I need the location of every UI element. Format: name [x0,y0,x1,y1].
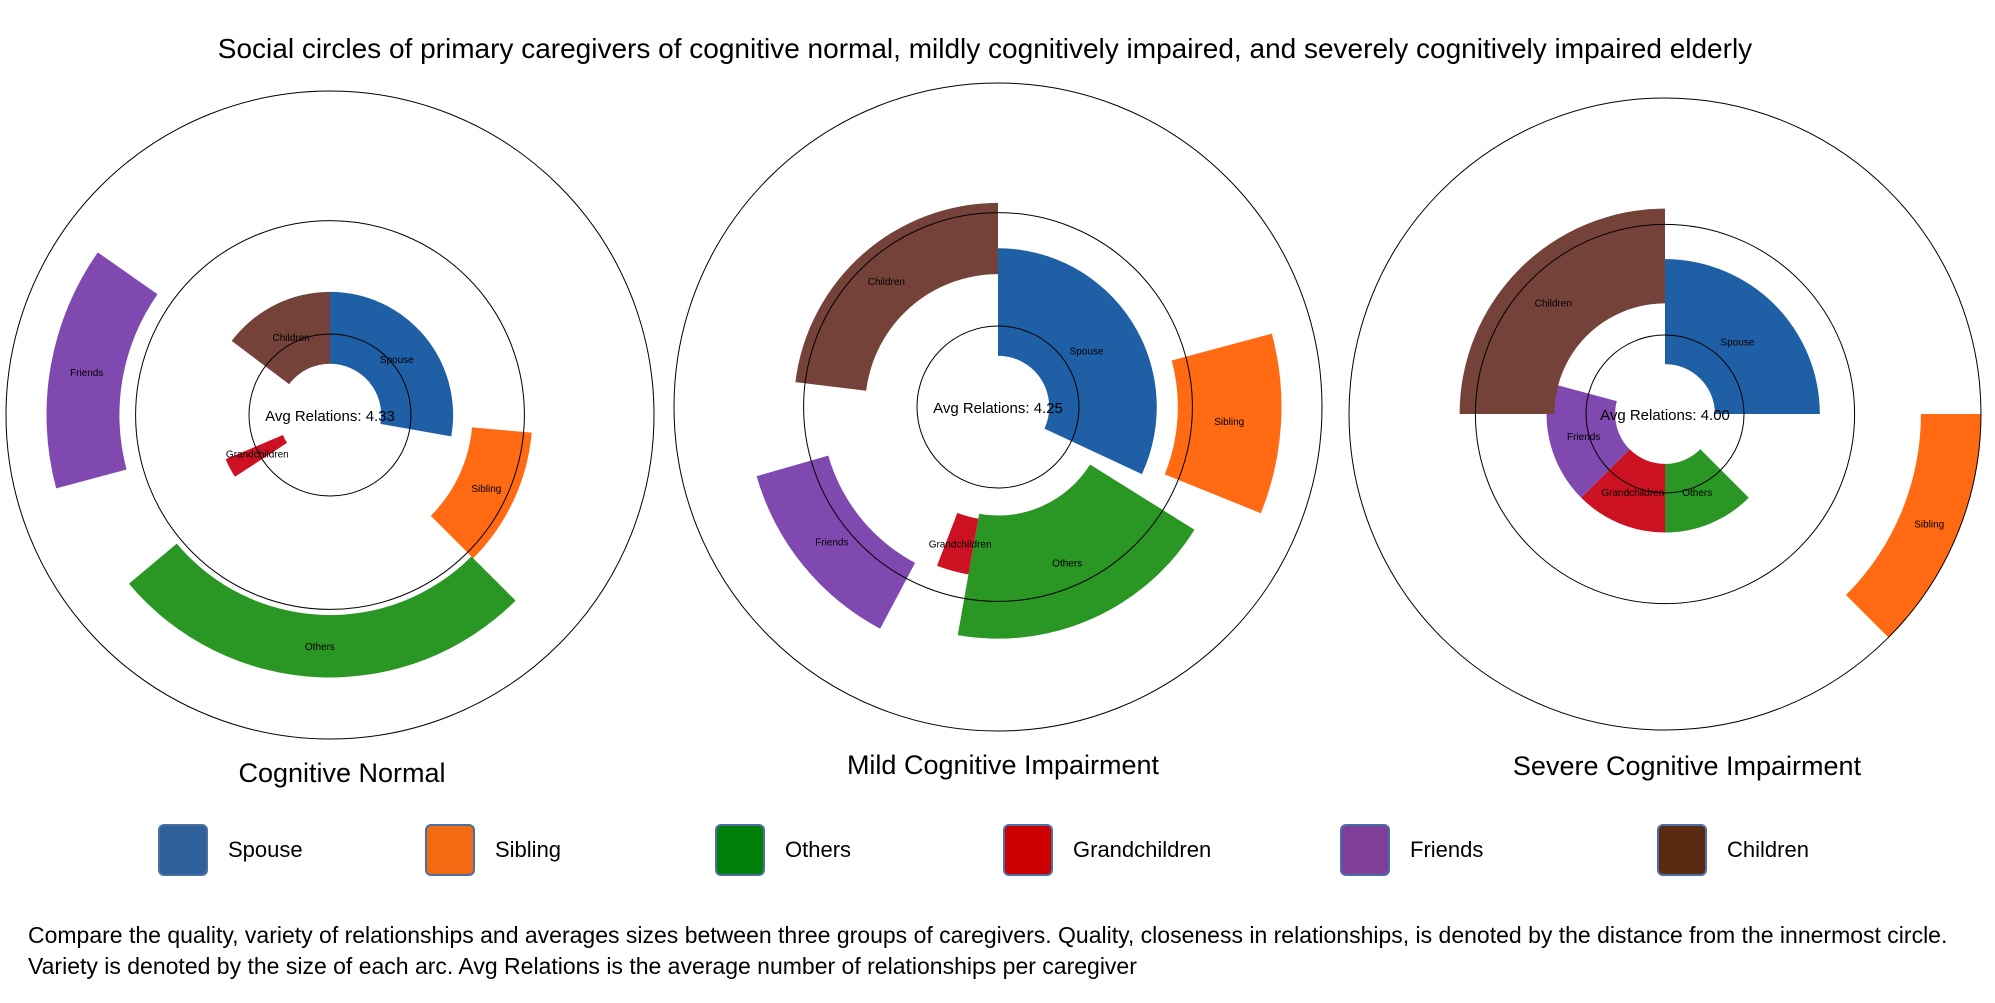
legend-label-spouse: Spouse [228,837,303,862]
legend-item-friends: Friends [1340,820,1483,880]
arc-grandchildren [225,435,288,477]
arc-sibling [1164,333,1282,514]
legend-swatch-others [715,824,765,876]
arc-children [1459,208,1665,414]
legend-label-friends: Friends [1410,837,1484,862]
arc-label-grandchildren: Grandchildren [226,450,289,461]
arc-label-others: Others [1682,488,1712,499]
chart-cognitive-normal: Spouse Sibling Others Grandchildren Friends C… [5,90,655,788]
legend-swatch-children [1657,824,1707,876]
legend-swatch-spouse [158,824,208,876]
legend: Spouse Sibling Others Grandchildren Frie… [0,820,1995,880]
avg-relations-label: Avg Relations: 4.00 [1600,407,1730,424]
arc-sibling [430,427,532,559]
arc-friends [756,455,916,629]
legend-item-children: Children [1657,820,1809,880]
chart-title-cognitive-normal: Cognitive Normal [238,758,445,788]
arc-spouse [330,291,454,437]
legend-item-others: Others [715,820,851,880]
legend-swatch-friends [1340,824,1390,876]
arc-spouse [1665,259,1820,414]
chart-severe-cognitive-impairment: Spouse Sibling Others Grandchildren Friends C… [1348,97,1982,781]
legend-label-sibling: Sibling [495,837,562,862]
arc-label-grandchildren: Grandchildren [929,540,992,551]
arc-spouse [998,248,1157,475]
social-circles-chart: Social circles of primary caregivers of … [5,33,1982,788]
arc-label-spouse: Spouse [1070,347,1104,358]
legend-swatch-sibling [425,824,475,876]
arc-label-sibling: Sibling [1914,519,1944,530]
arc-children [795,202,998,391]
arc-label-grandchildren: Grandchildren [1601,488,1664,499]
avg-relations-label: Avg Relations: 4.25 [933,400,1063,417]
charts-group: Spouse Sibling Others Grandchildren Friends C… [5,82,1982,788]
arc-label-others: Others [305,642,335,653]
legend-item-spouse: Spouse [158,820,303,880]
arc-label-friends: Friends [1567,432,1600,443]
legend-label-children: Children [1727,837,1809,862]
chart-title-mild-cognitive-impairment: Mild Cognitive Impairment [847,750,1160,780]
arc-others [957,464,1195,639]
ring-2 [803,212,1193,602]
arc-grandchildren [1581,449,1665,533]
chart-title-severe-cognitive-impairment: Severe Cognitive Impairment [1513,751,1862,781]
ring-1 [916,325,1080,489]
arc-label-friends: Friends [815,538,848,549]
arc-label-others: Others [1052,558,1082,569]
ring-3 [5,90,655,740]
ring-1 [1585,334,1745,494]
arc-grandchildren [937,512,979,575]
ring-3 [1348,97,1982,731]
ring-3 [673,82,1323,732]
arc-label-spouse: Spouse [1720,338,1754,349]
chart-caption: Compare the quality, variety of relation… [28,922,1948,979]
chart-title: Social circles of primary caregivers of … [218,33,1752,64]
arc-label-friends: Friends [70,368,103,379]
legend-label-grandchildren: Grandchildren [1073,837,1212,862]
legend-swatch-grandchildren [1003,824,1053,876]
avg-relations-label: Avg Relations: 4.33 [265,408,395,425]
arc-friends [46,252,158,489]
ring-2 [1474,223,1856,605]
legend-label-others: Others [785,837,852,862]
arc-label-children: Children [868,277,905,288]
arc-others [1665,449,1749,533]
arc-label-children: Children [1535,298,1572,309]
chart-mild-cognitive-impairment: Spouse Sibling Others Grandchildren Friends C… [673,82,1323,780]
ring-1 [248,333,412,497]
ring-2 [135,220,525,610]
arc-label-sibling: Sibling [471,484,501,495]
arc-others [128,543,516,678]
legend-item-grandchildren: Grandchildren [1003,820,1211,880]
arc-sibling [1845,414,1981,638]
arc-children [231,291,330,385]
legend-item-sibling: Sibling [425,820,561,880]
arc-label-children: Children [272,333,309,344]
arc-label-spouse: Spouse [380,355,414,366]
arc-label-sibling: Sibling [1214,417,1244,428]
